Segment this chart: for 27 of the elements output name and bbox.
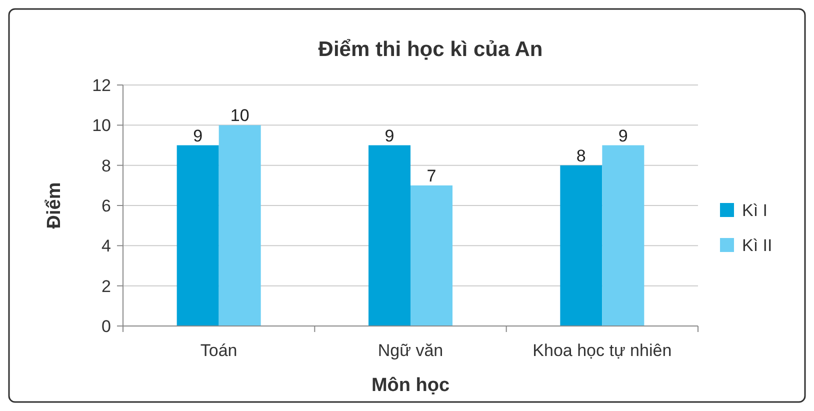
y-tick-label: 10 xyxy=(92,116,111,136)
data-label: 9 xyxy=(618,126,628,146)
data-label: 7 xyxy=(426,166,436,186)
data-label: 8 xyxy=(576,146,586,166)
y-axis-title: Điểm xyxy=(44,182,65,229)
x-tick-label: Toán xyxy=(200,341,238,360)
bar xyxy=(368,145,410,326)
bar xyxy=(560,165,602,326)
chart-title: Điểm thi học kì của An xyxy=(318,38,543,61)
x-tick-label: Khoa học tự nhiên xyxy=(532,341,672,360)
y-tick-label: 4 xyxy=(102,236,111,256)
y-tick-label: 6 xyxy=(102,196,111,216)
x-tick-label: Ngữ văn xyxy=(378,341,444,360)
bar xyxy=(602,145,644,326)
y-tick-label: 2 xyxy=(102,276,111,296)
y-tick-label: 0 xyxy=(102,317,111,336)
y-tick-label: 12 xyxy=(92,76,111,95)
legend-label: Kì I xyxy=(742,201,768,220)
data-label: 9 xyxy=(384,126,394,146)
legend-label: Kì II xyxy=(742,236,772,255)
bar xyxy=(410,185,452,326)
data-label: 9 xyxy=(193,126,203,146)
bar xyxy=(176,145,219,326)
bar xyxy=(218,125,261,326)
x-axis-title: Môn học xyxy=(371,375,450,396)
data-label: 10 xyxy=(230,106,250,126)
y-tick-label: 8 xyxy=(102,156,111,176)
